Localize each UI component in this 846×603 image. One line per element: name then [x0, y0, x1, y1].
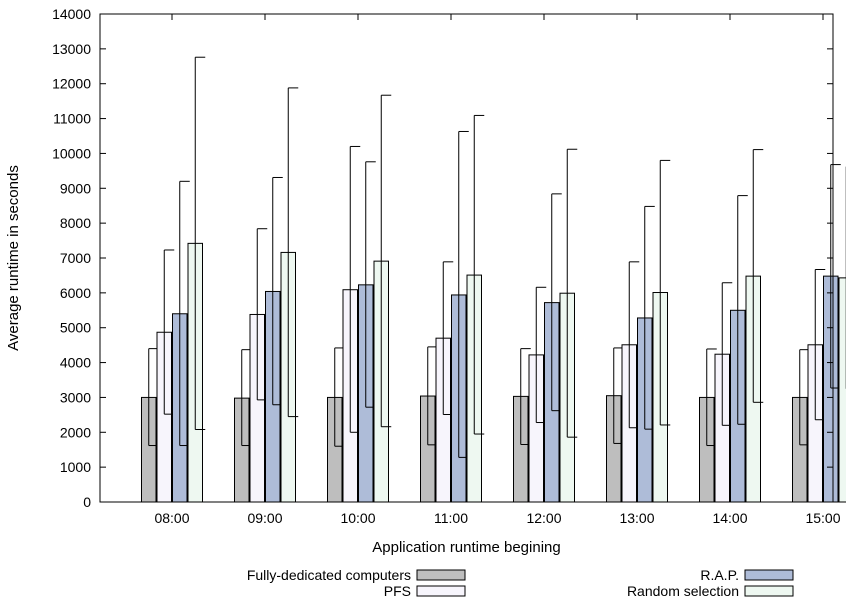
y-tick-label: 14000 [52, 6, 91, 22]
y-tick-label: 1000 [60, 459, 91, 475]
x-tick-label: 14:00 [712, 510, 747, 526]
x-tick-label: 11:00 [434, 510, 468, 526]
y-tick-label: 10000 [52, 145, 91, 161]
y-tick-label: 5000 [60, 320, 91, 336]
y-tick-label: 13000 [52, 41, 91, 57]
legend-swatch [744, 585, 794, 597]
y-tick-label: 12000 [52, 76, 91, 92]
x-tick-label: 10:00 [340, 510, 375, 526]
legend-label: Random selection [627, 583, 739, 599]
chart-marks [141, 56, 846, 503]
chart-axes: 0 1000 2000 3000 4000 5000 6000 7000 8000 9000 100… [52, 6, 841, 526]
x-tick-label: 13:00 [619, 510, 654, 526]
y-tick-label: 7000 [60, 250, 91, 266]
x-tick-label: 15:00 [805, 510, 840, 526]
y-tick-label: 2000 [60, 424, 91, 440]
x-tick-label: 12:00 [526, 510, 561, 526]
legend-label: R.A.P. [700, 567, 739, 583]
y-tick-label: 8000 [60, 215, 91, 231]
legend-swatch [416, 569, 466, 581]
y-tick-label: 9000 [60, 180, 91, 196]
y-tick-label: 4000 [60, 355, 91, 371]
legend-swatch [416, 585, 466, 597]
y-tick-label: 3000 [60, 389, 91, 405]
y-axis-label: Average runtime in seconds [5, 165, 22, 351]
y-tick-label: 6000 [60, 285, 91, 301]
y-tick-label: 0 [83, 494, 91, 510]
x-tick-label: 08:00 [154, 510, 189, 526]
legend-label: Fully-dedicated computers [247, 567, 411, 583]
x-tick-label: 09:00 [247, 510, 282, 526]
y-tick-label: 11000 [53, 111, 91, 127]
x-axis-label: Application runtime begining [372, 539, 560, 556]
legend-swatch [744, 569, 794, 581]
legend-label: PFS [384, 583, 411, 599]
bar [838, 277, 846, 503]
